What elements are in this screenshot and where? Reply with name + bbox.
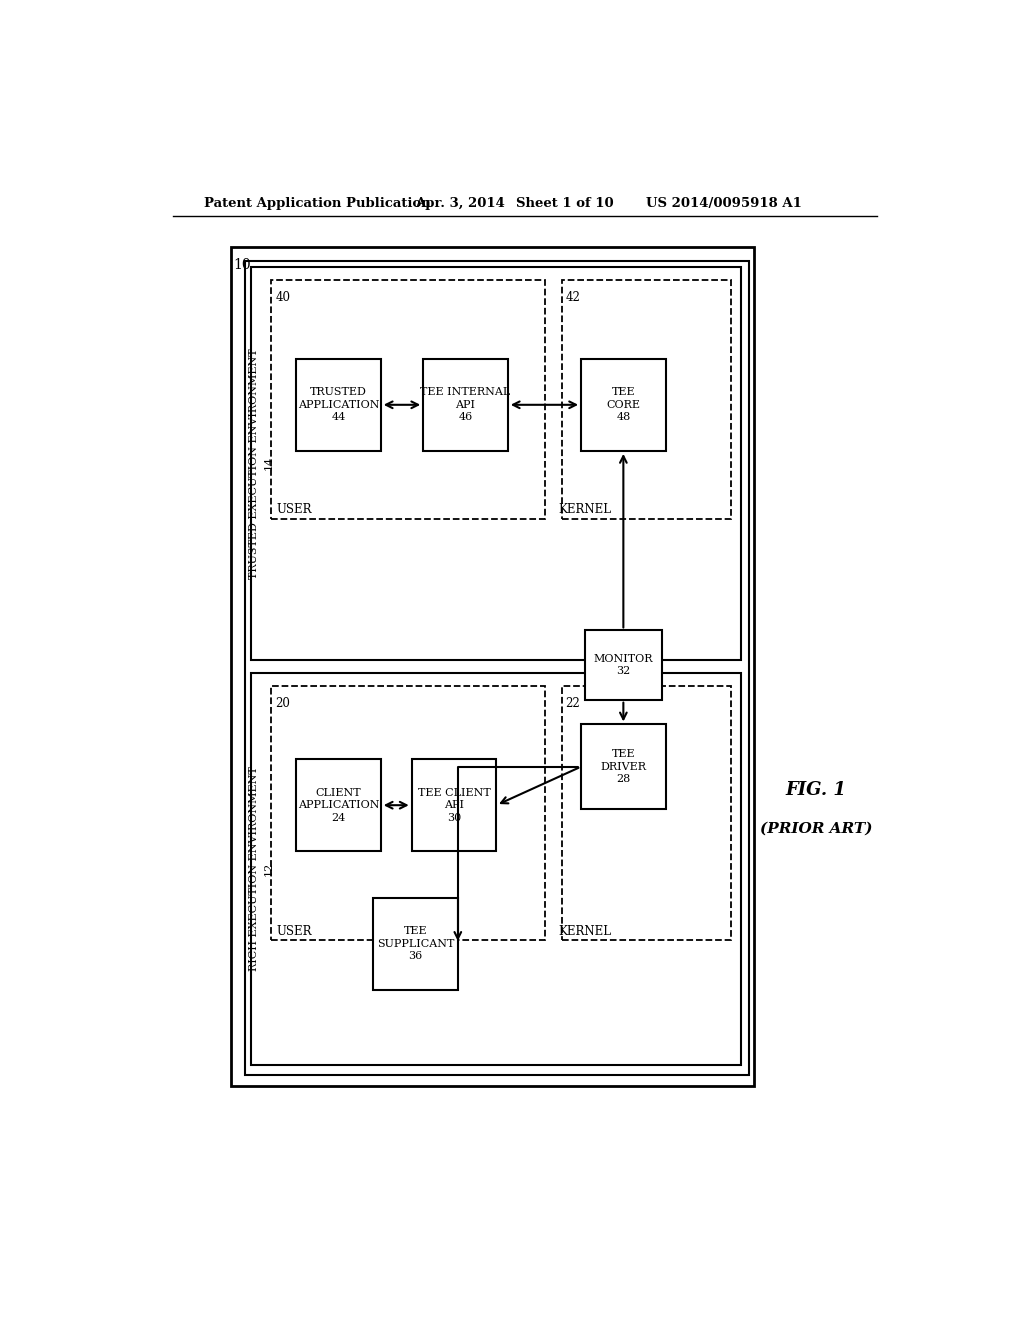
Text: TRUSTED EXECUTION ENVIRONMENT
14: TRUSTED EXECUTION ENVIRONMENT 14 [250, 348, 273, 578]
Text: KERNEL: KERNEL [558, 924, 611, 937]
Text: TEE CLIENT
API
30: TEE CLIENT API 30 [418, 788, 490, 822]
FancyBboxPatch shape [271, 280, 545, 519]
FancyBboxPatch shape [562, 686, 731, 940]
Text: MONITOR
32: MONITOR 32 [594, 653, 653, 676]
Bar [585, 631, 662, 700]
Bar [245, 261, 749, 1076]
Text: KERNEL: KERNEL [558, 503, 611, 516]
Bar [296, 359, 381, 451]
Bar [423, 359, 508, 451]
Text: TEE
SUPPLICANT
36: TEE SUPPLICANT 36 [377, 927, 455, 961]
Text: Sheet 1 of 10: Sheet 1 of 10 [515, 197, 613, 210]
Text: TEE
DRIVER
28: TEE DRIVER 28 [600, 750, 646, 784]
Text: US 2014/0095918 A1: US 2014/0095918 A1 [646, 197, 803, 210]
Text: TEE INTERNAL
API
46: TEE INTERNAL API 46 [421, 387, 511, 422]
Bar [230, 247, 755, 1086]
Text: 22: 22 [565, 697, 581, 710]
Bar [581, 725, 666, 809]
Bar [251, 267, 741, 660]
Text: FIG. 1: FIG. 1 [785, 781, 846, 799]
Text: TRUSTED
APPLICATION
44: TRUSTED APPLICATION 44 [298, 387, 379, 422]
Text: CLIENT
APPLICATION
24: CLIENT APPLICATION 24 [298, 788, 379, 822]
Bar [296, 759, 381, 851]
Text: Apr. 3, 2014: Apr. 3, 2014 [416, 197, 505, 210]
Text: 20: 20 [275, 697, 290, 710]
Bar [412, 759, 497, 851]
Text: USER: USER [276, 924, 312, 937]
FancyBboxPatch shape [562, 280, 731, 519]
Text: (PRIOR ART): (PRIOR ART) [760, 821, 872, 836]
Text: 42: 42 [565, 290, 581, 304]
Text: USER: USER [276, 503, 312, 516]
Bar [581, 359, 666, 451]
Text: 40: 40 [275, 290, 291, 304]
Bar [373, 898, 458, 990]
Text: 10: 10 [233, 257, 251, 272]
Bar [251, 673, 741, 1065]
Text: RICH EXECUTION ENVIRONMENT
12: RICH EXECUTION ENVIRONMENT 12 [250, 767, 273, 972]
FancyBboxPatch shape [271, 686, 545, 940]
Text: TEE
CORE
48: TEE CORE 48 [606, 387, 640, 422]
Text: Patent Application Publication: Patent Application Publication [204, 197, 430, 210]
